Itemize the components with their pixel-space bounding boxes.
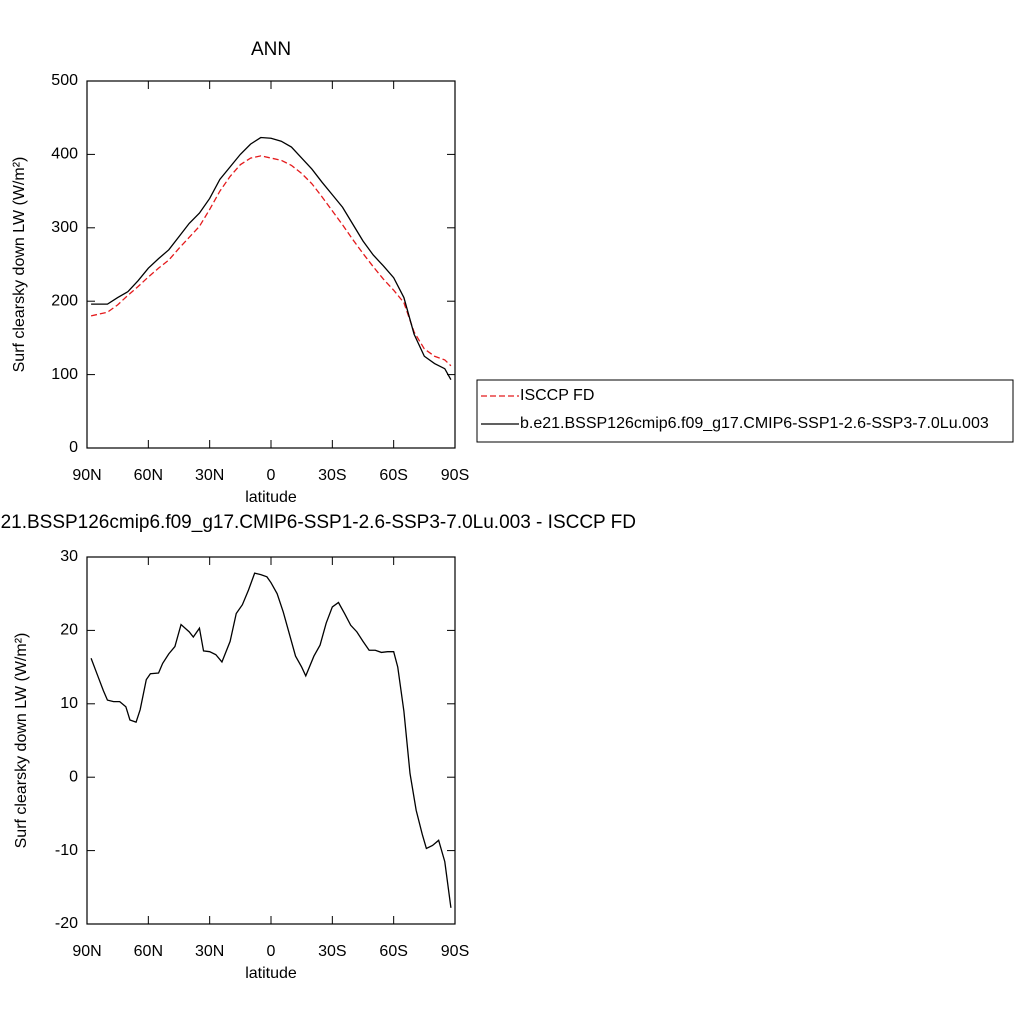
x-tick-label: 60N xyxy=(134,467,163,484)
x-tick-label: 30S xyxy=(318,467,346,484)
y-axis-label: Surf clearsky down LW (W/m²) xyxy=(13,633,30,849)
x-axis-label: latitude xyxy=(245,489,297,506)
legend-label: ISCCP FD xyxy=(520,387,594,404)
y-tick-label: 200 xyxy=(51,292,78,309)
y-tick-label: 30 xyxy=(60,548,78,565)
legend-label: b.e21.BSSP126cmip6.f09_g17.CMIP6-SSP1-2.… xyxy=(520,415,989,432)
y-tick-label: 500 xyxy=(51,72,78,89)
plot-frame xyxy=(86,80,456,449)
x-tick-label: 30N xyxy=(195,467,224,484)
y-tick-label: 10 xyxy=(60,695,78,712)
y-tick-label: 400 xyxy=(51,146,78,163)
y-axis-label: Surf clearsky down LW (W/m²) xyxy=(11,157,28,373)
y-tick-label: 20 xyxy=(60,622,78,639)
x-tick-label: 60S xyxy=(379,467,407,484)
y-tick-label: 100 xyxy=(51,366,78,383)
data-line xyxy=(90,572,452,908)
chart-title: b.e21.BSSP126cmip6.f09_g17.CMIP6-SSP1-2.… xyxy=(0,512,636,533)
x-tick-label: 90N xyxy=(72,467,101,484)
y-tick-label: 300 xyxy=(51,219,78,236)
x-tick-label: 60N xyxy=(134,943,163,960)
x-axis-label: latitude xyxy=(245,965,297,982)
x-tick-label: 30N xyxy=(195,943,224,960)
x-tick-label: 30S xyxy=(318,943,346,960)
data-line xyxy=(90,155,452,367)
x-tick-label: 0 xyxy=(267,943,276,960)
data-line xyxy=(91,136,452,381)
y-tick-label: -20 xyxy=(55,915,78,932)
y-tick-label: 0 xyxy=(69,768,78,785)
y-tick-label: -10 xyxy=(55,842,78,859)
x-tick-label: 0 xyxy=(267,467,276,484)
x-tick-label: 90S xyxy=(441,943,469,960)
chart-title: ANN xyxy=(251,39,291,60)
plot-frame xyxy=(86,556,456,925)
x-tick-label: 60S xyxy=(379,943,407,960)
x-tick-label: 90N xyxy=(72,943,101,960)
y-tick-label: 0 xyxy=(69,439,78,456)
legend-box xyxy=(476,379,1014,443)
x-tick-label: 90S xyxy=(441,467,469,484)
